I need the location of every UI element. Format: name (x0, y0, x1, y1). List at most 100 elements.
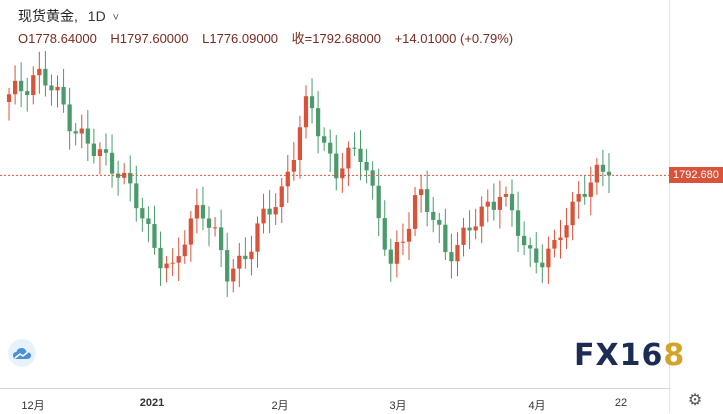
candle-body (443, 224, 448, 253)
candle-body (546, 248, 551, 268)
watermark-accent: 8 (663, 338, 686, 373)
candle-body (576, 193, 581, 202)
candle-body (25, 91, 30, 96)
candle-body (231, 268, 236, 282)
candle-body (570, 201, 575, 226)
candle-body (115, 173, 121, 178)
candle-body (297, 127, 303, 161)
candle-body (346, 147, 351, 169)
candle-body (364, 161, 369, 171)
candle-body (140, 208, 145, 219)
candle-body (164, 263, 169, 269)
candle-body (79, 128, 84, 134)
candle-body (412, 195, 418, 229)
candle-body (418, 189, 424, 196)
candle-body (249, 251, 254, 260)
candle-body (194, 205, 200, 219)
symbol-name[interactable]: 现货黄金, (18, 8, 78, 24)
candle-body (388, 249, 393, 264)
candle-body (285, 171, 290, 187)
chevron-down-icon[interactable]: ˅ (112, 12, 120, 24)
candle-body (212, 227, 218, 229)
candle-body (85, 128, 90, 144)
candle-body (528, 245, 533, 249)
chart-title-row: 现货黄金, 1D ˅ (18, 6, 119, 26)
candle-body (479, 206, 484, 227)
candle-body (43, 68, 48, 86)
candle-body (315, 108, 321, 137)
candle-body (564, 225, 569, 238)
candle-body (340, 168, 345, 179)
candle-body (206, 218, 212, 228)
cloud-icon[interactable] (8, 339, 36, 367)
candle-body (103, 149, 109, 153)
candle-body (158, 247, 163, 269)
candle-body (134, 183, 139, 209)
candle-body (91, 143, 96, 156)
candle-body (128, 172, 133, 184)
candle-body (600, 164, 606, 172)
candle-body (376, 185, 381, 219)
candle-body (497, 196, 503, 210)
time-axis: 12月 2021 2月 3月 4月 22 (0, 388, 670, 414)
candle-body (431, 211, 436, 220)
candle-body (437, 219, 442, 225)
candle-body (370, 170, 375, 186)
candle-body (37, 68, 42, 76)
candle-body (55, 86, 60, 91)
candle-body (152, 224, 157, 248)
candle-body (558, 237, 563, 241)
candle-body (461, 227, 466, 245)
timeframe-label[interactable]: 1D (87, 8, 106, 24)
candle-body (19, 80, 24, 92)
candle-body (67, 104, 72, 132)
last-price-tag: 1792.680 (669, 167, 723, 184)
candle-body (515, 210, 521, 236)
candle-body (303, 96, 309, 128)
candle-body (425, 189, 430, 212)
low-value: L1776.09000 (202, 31, 279, 46)
candle-body (473, 226, 478, 231)
candle-body (267, 208, 272, 215)
candle-body (352, 147, 357, 149)
candle-body (503, 194, 509, 197)
candle-body (219, 227, 224, 251)
gear-icon[interactable]: ⚙ (687, 392, 703, 409)
candle-body (455, 244, 460, 262)
candle-body (334, 153, 339, 179)
close-value: 收=1792.68000 (291, 31, 381, 46)
candle-body (522, 235, 527, 246)
candle-body (261, 208, 266, 224)
candle-body (6, 94, 12, 102)
candle-body (382, 218, 387, 250)
change-value: +14.01000 (+0.79%) (394, 31, 514, 46)
x-label-apr: 4月 (528, 400, 546, 412)
candle-body (449, 252, 454, 262)
candle-body (552, 240, 557, 249)
candle-body (394, 241, 399, 264)
candle-body (12, 80, 18, 95)
candle-body (322, 136, 327, 143)
candle-body (588, 182, 593, 197)
candle-body (358, 148, 363, 162)
candle-body (176, 256, 181, 263)
candle-body (273, 207, 278, 215)
candle-body (309, 96, 315, 109)
candle-body (237, 255, 242, 269)
candle-body (606, 171, 612, 176)
candle-body (594, 164, 599, 183)
candle-body (225, 250, 230, 282)
candle-body (582, 193, 587, 197)
candle-body (467, 227, 472, 231)
high-value: H1797.60000 (110, 31, 189, 46)
x-label-dec: 12月 (21, 400, 45, 412)
x-label-2021: 2021 (139, 397, 165, 409)
candle-body (291, 160, 296, 172)
candle-body (328, 142, 333, 154)
candle-body (406, 228, 412, 242)
watermark-main: FX16 (574, 338, 664, 373)
candle-body (109, 152, 115, 174)
candle-body (279, 186, 284, 208)
candle-body (540, 262, 545, 268)
